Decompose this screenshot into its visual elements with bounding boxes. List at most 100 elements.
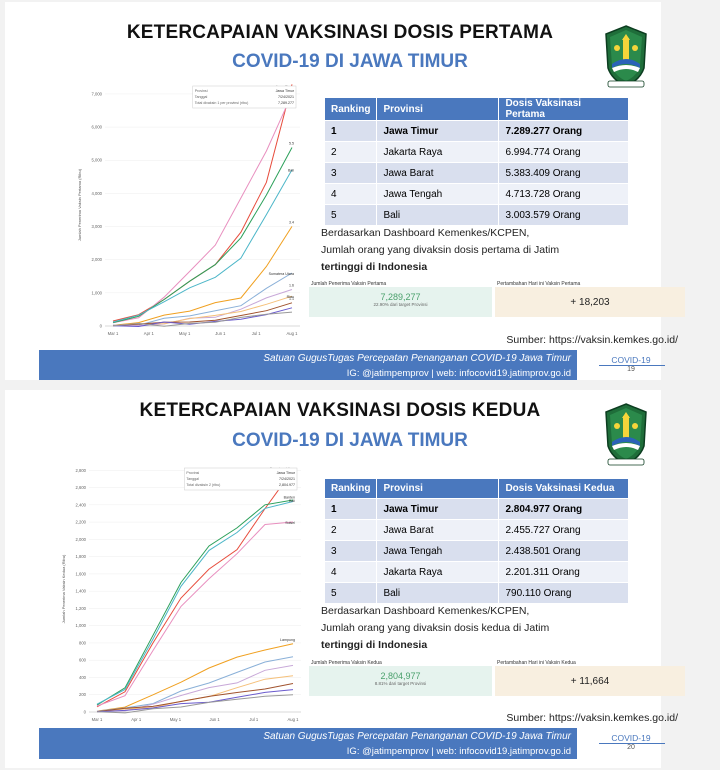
table-row: 4 Jakarta Raya 2.201.311 Orang	[323, 561, 629, 583]
cell-rank: 5	[323, 582, 378, 604]
table-row: 3 Jawa Barat 5.383.409 Orang	[323, 162, 629, 184]
footer-band-1: Satuan GugusTugas Percepatan Penanganan …	[39, 728, 577, 745]
y-tick-label: 2,400	[76, 502, 87, 507]
table-row: 5 Bali 3.003.579 Orang	[323, 204, 629, 226]
x-tick-label: Apr 1	[144, 331, 155, 336]
page-divider	[599, 365, 665, 366]
end-label: Sumatera Utara	[269, 272, 294, 276]
jawa-timur-crest-icon	[605, 25, 647, 88]
tooltip-value: 2,804.977	[279, 483, 295, 487]
y-tick-label: 2,800	[76, 468, 87, 473]
slide-right-margin	[661, 2, 688, 380]
cell-rank: 1	[323, 498, 378, 520]
page-divider	[599, 743, 665, 744]
cell-rank: 3	[323, 540, 378, 562]
y-tick-label: 600	[79, 658, 87, 663]
cell-count: 3.003.579 Orang	[498, 204, 629, 226]
cell-count: 7.289.277 Orang	[498, 120, 629, 142]
card-daily-increase: + 11,664	[495, 666, 685, 696]
cell-count: 2.201.311 Orang	[498, 561, 629, 583]
note-line-1: Berdasarkan Dashboard Kemenkes/KCPEN,	[321, 227, 530, 239]
end-label: 1.1	[289, 297, 294, 301]
end-label: Lampung	[280, 638, 295, 642]
series-line	[96, 521, 294, 707]
tooltip-label: Total divaksin 2 (ribu)	[186, 483, 220, 487]
card-total-value: 7,289,277	[380, 292, 421, 302]
footer-social: IG: @jatimpemprov | web: infocovid19.jat…	[346, 368, 571, 379]
end-label: Riau	[287, 295, 294, 299]
y-axis-label: Jumlah Penerima Vaksin Kedua (Ribu)	[61, 554, 66, 623]
card-total-vaccinated: 2,804,977 8.81% dari target Provinsi	[309, 666, 492, 696]
end-label: Bali	[288, 169, 294, 173]
header-provinsi: Provinsi	[376, 97, 500, 121]
ranking-table: Ranking Provinsi Dosis Vaksinasi Pertama…	[323, 97, 629, 226]
table-row: 2 Jakarta Raya 6.994.774 Orang	[323, 141, 629, 163]
x-tick-label: Mar 1	[108, 331, 119, 336]
slide-subtitle: COVID-19 DI JAWA TIMUR	[232, 51, 468, 72]
slide-1: KETERCAPAIAN VAKSINASI DOSIS PERTAMA COV…	[5, 2, 688, 380]
slide-2: KETERCAPAIAN VAKSINASI DOSIS KEDUA COVID…	[5, 390, 688, 768]
page-label: COVID-19	[611, 355, 651, 365]
cell-province: Jakarta Raya	[376, 141, 500, 163]
footer-org: Satuan GugusTugas Percepatan Penanganan …	[263, 353, 571, 364]
tooltip-label: Provinsi	[186, 471, 199, 475]
tooltip-label: Total divaksin 1 per provinsi (ribu)	[195, 101, 249, 105]
footer-band-1: Satuan GugusTugas Percepatan Penanganan …	[39, 350, 577, 367]
series-line	[112, 169, 293, 323]
slide-subtitle: COVID-19 DI JAWA TIMUR	[232, 430, 468, 451]
y-tick-label: 1,000	[76, 623, 87, 628]
series-line	[96, 683, 294, 713]
card-daily-value: + 18,203	[570, 297, 610, 308]
table-header-row: Ranking Provinsi Dosis Vaksinasi Pertama	[323, 97, 629, 121]
series-line	[112, 84, 293, 322]
chart-tooltip: Provinsi Jawa Timur Tanggal 7/24/2021 Total …	[192, 85, 297, 109]
table-row: 1 Jawa Timur 2.804.977 Orang	[323, 498, 629, 520]
cell-province: Jawa Barat	[376, 519, 500, 541]
source-text: Sumber: https://vaksin.kemkes.go.id/	[506, 712, 678, 724]
header-dosis: Dosis Vaksinasi Kedua	[498, 478, 629, 499]
header-ranking: Ranking	[323, 97, 378, 121]
card-daily-value: + 11,664	[570, 676, 610, 687]
chart-dosis-kedua: 0 200 400 600 800 1,000 1,200 1,400 1,600 1,800 2,…	[57, 452, 309, 728]
chart-tooltip: Provinsi Jawa Timur Tanggal 7/24/2021 Total …	[184, 467, 298, 491]
tooltip-label: Tanggal	[186, 477, 199, 481]
cell-count: 2.438.501 Orang	[498, 540, 629, 562]
cell-province: Jawa Tengah	[376, 540, 500, 562]
header-ranking: Ranking	[323, 478, 378, 499]
y-tick-label: 200	[79, 692, 87, 697]
y-tick-label: 1,400	[76, 589, 87, 594]
y-tick-label: 7,000	[92, 91, 103, 96]
x-tick-label: Jun 1	[215, 331, 226, 336]
end-label: Bali	[289, 499, 295, 503]
end-label: Sulsel	[285, 521, 295, 525]
end-label: 3.4	[289, 220, 294, 224]
card-total-sub: 8.81% dari target Provinsi	[374, 681, 427, 686]
y-tick-label: 1,000	[92, 290, 103, 295]
cell-province: Bali	[376, 204, 500, 226]
card-label-total: Jumlah Penerima Vaksin Pertama	[311, 281, 387, 287]
cell-rank: 3	[323, 162, 378, 184]
cell-province: Bali	[376, 582, 500, 604]
tooltip-box	[184, 467, 298, 491]
end-label: 5.5	[289, 142, 294, 146]
card-total-value: 2,804,977	[380, 671, 421, 681]
card-daily-increase: + 18,203	[495, 287, 685, 317]
cell-province: Jawa Timur	[376, 120, 500, 142]
cell-rank: 2	[323, 141, 378, 163]
page-label: COVID-19	[611, 733, 651, 743]
cell-province: Jawa Timur	[376, 498, 500, 520]
x-tick-label: Aug 1	[288, 717, 300, 722]
cell-count: 2.804.977 Orang	[498, 498, 629, 520]
series-line	[112, 147, 293, 324]
x-tick-label: Jul 1	[249, 717, 259, 722]
series-line	[96, 501, 294, 705]
y-tick-label: 0	[84, 710, 87, 715]
cell-rank: 2	[323, 519, 378, 541]
slide-right-margin	[661, 390, 688, 768]
x-tick-label: Mar 1	[92, 717, 103, 722]
cell-count: 790.110 Orang	[498, 582, 629, 604]
table-row: 2 Jawa Barat 2.455.727 Orang	[323, 519, 629, 541]
series-line	[96, 656, 294, 712]
y-tick-label: 0	[100, 324, 103, 329]
line-chart: 0 200 400 600 800 1,000 1,200 1,400 1,600 1,800 2,…	[61, 467, 301, 722]
